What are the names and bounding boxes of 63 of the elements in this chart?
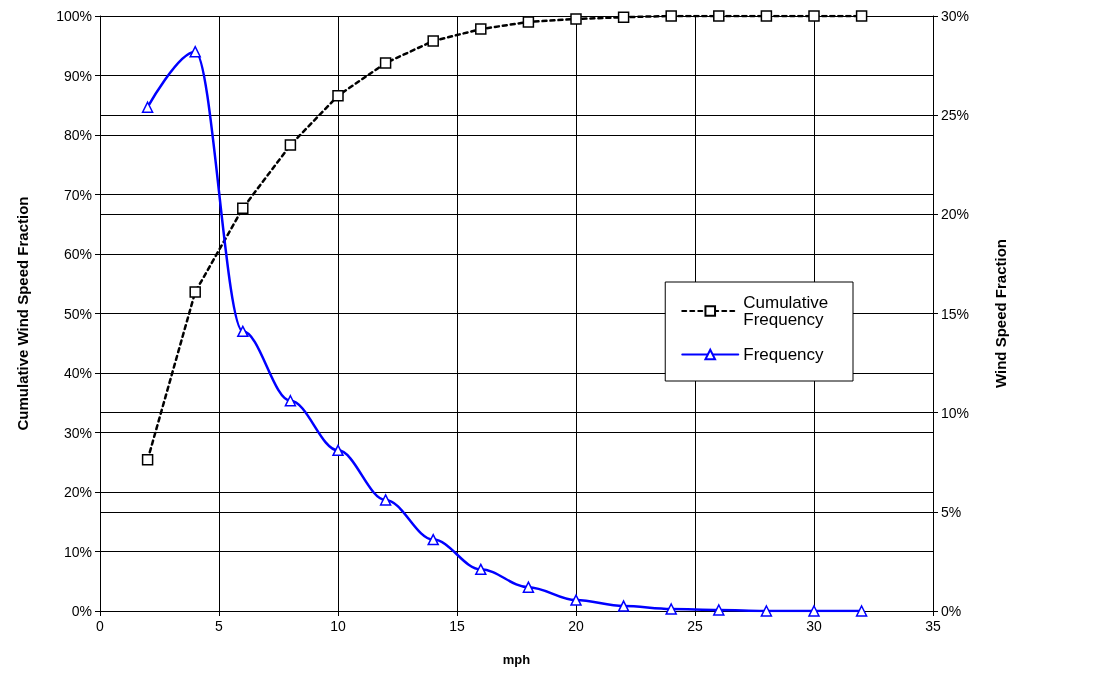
y2-tick-label: 30% [941, 8, 970, 24]
x-tick-label: 20 [568, 618, 584, 634]
point [522, 581, 535, 593]
point [617, 11, 630, 23]
point [522, 16, 535, 28]
y-tick-label: 90% [63, 67, 92, 84]
point [665, 10, 677, 22]
point [427, 35, 439, 47]
x-tick-label: 10 [330, 618, 346, 634]
point [713, 604, 725, 616]
x-tick-label: 25 [687, 618, 703, 634]
y-tick-label: 0% [71, 603, 92, 619]
y-tick-label: 70% [63, 186, 92, 203]
y-tick-label: 40% [63, 365, 92, 381]
y-tick-label: 10% [63, 543, 92, 560]
point [427, 533, 439, 546]
point [379, 494, 392, 506]
y-tick-label: 60% [63, 246, 92, 262]
point [189, 286, 201, 298]
point [760, 605, 773, 617]
point [617, 600, 630, 612]
point [760, 10, 773, 22]
point [855, 10, 868, 22]
point [808, 10, 820, 22]
point [570, 594, 582, 606]
point [808, 605, 820, 617]
y2-tick-label: 25% [941, 107, 970, 124]
y-tick-label: 20% [63, 484, 92, 500]
point [332, 444, 344, 457]
y2-tick-label: 15% [941, 305, 970, 322]
point [332, 89, 344, 102]
point [189, 45, 201, 58]
legend-label: Frequency [743, 345, 825, 364]
point [141, 454, 154, 466]
x-tick-label: 15 [449, 618, 465, 634]
y-tick-label: 80% [63, 127, 92, 143]
point [475, 563, 487, 576]
y2-tick-label: 20% [941, 206, 970, 223]
x-axis-title: mph [502, 652, 531, 667]
x-tick-label: 30 [806, 618, 822, 634]
point [284, 139, 297, 151]
x-tick-label: 5 [215, 618, 224, 634]
point [237, 325, 249, 338]
legend-label: Cumulative Frequency [743, 293, 834, 329]
point [855, 605, 868, 617]
y-tick-label: 100% [56, 8, 92, 24]
y-tick-label: 30% [63, 424, 92, 441]
point [665, 603, 677, 615]
y2-tick-label: 10% [941, 404, 970, 421]
y-axis-title: Cumulative Wind Speed Fraction [14, 196, 31, 431]
y2-tick-label: 0% [941, 603, 962, 619]
point [475, 23, 487, 35]
x-tick-label: 35 [925, 618, 941, 634]
point [570, 13, 582, 25]
point [379, 57, 392, 69]
point [284, 395, 297, 407]
point [237, 202, 249, 214]
point [141, 101, 154, 113]
point [713, 10, 725, 22]
y2-axis-title: Wind Speed Fraction [992, 238, 1009, 389]
y-tick-label: 50% [63, 305, 92, 322]
x-tick-label: 0 [96, 618, 105, 634]
y2-tick-label: 5% [941, 503, 962, 520]
